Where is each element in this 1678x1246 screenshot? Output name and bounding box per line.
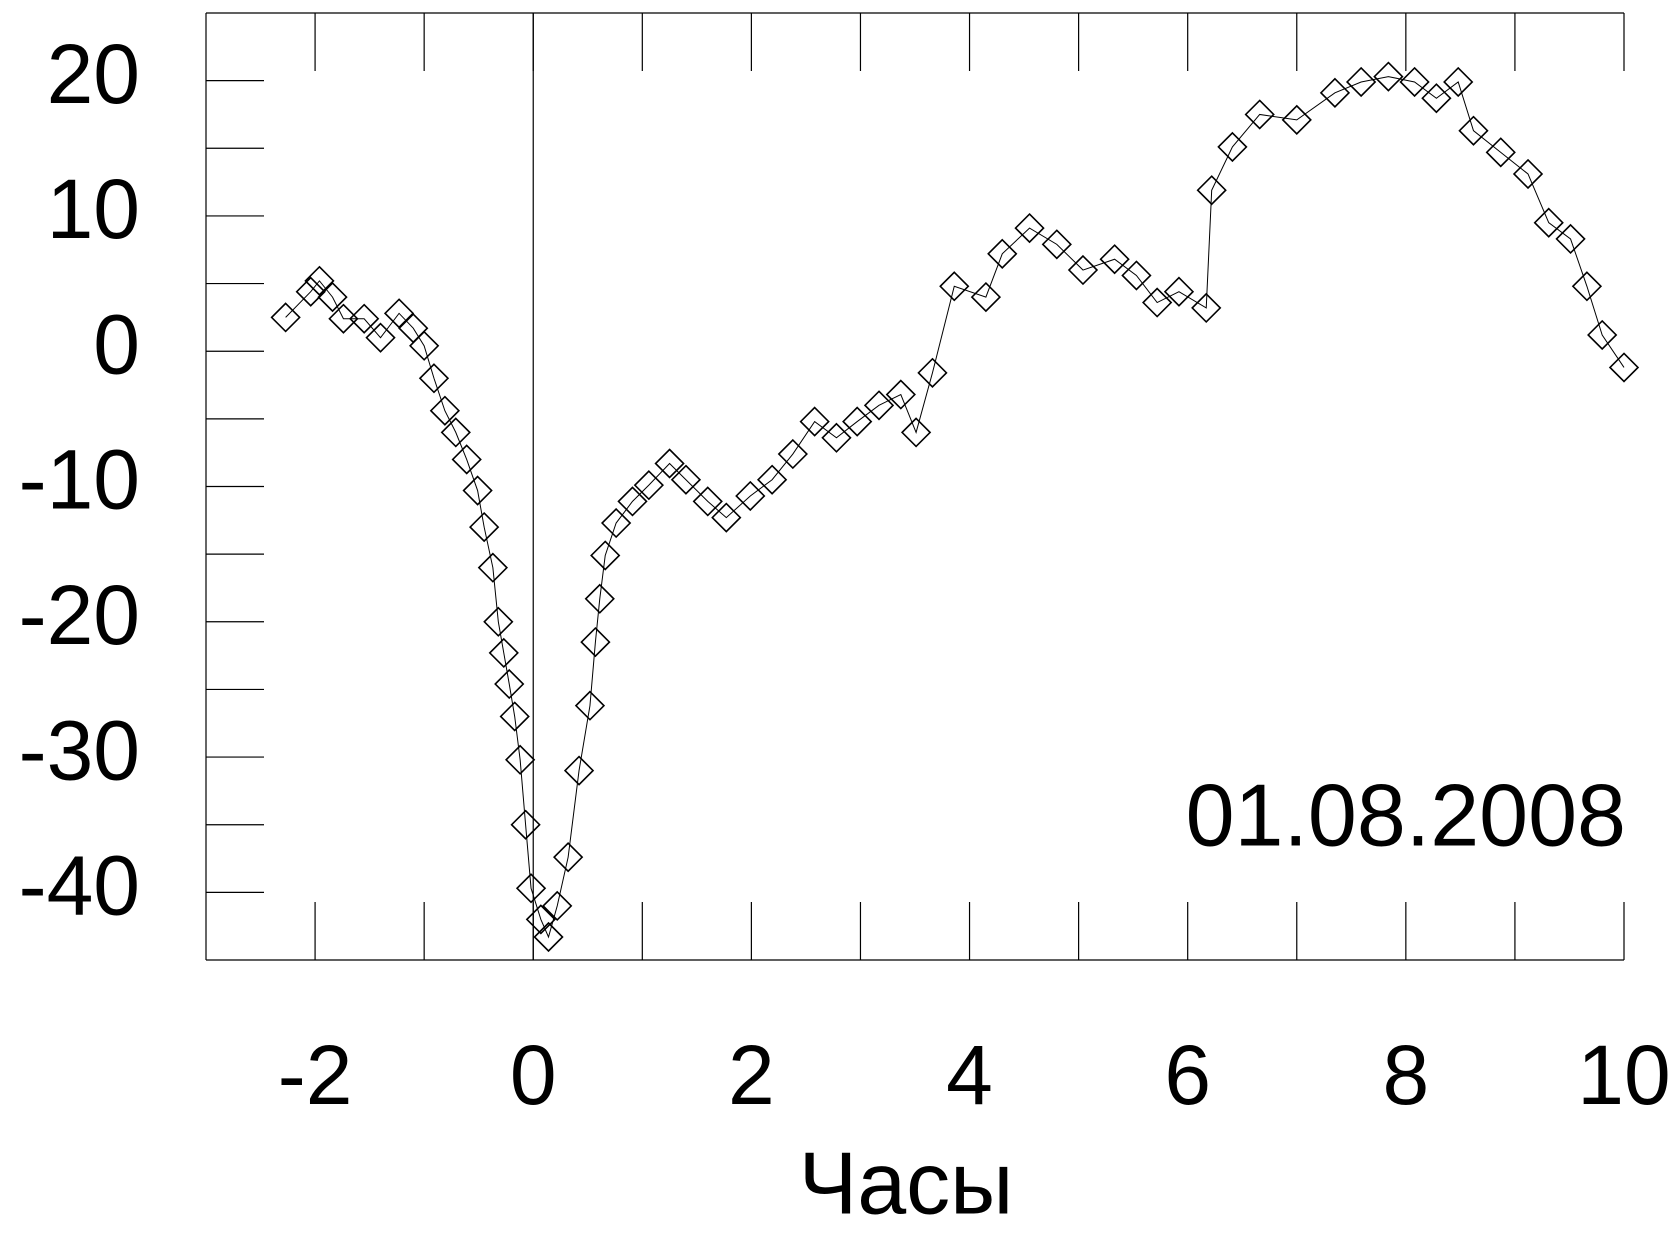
marker (451, 444, 482, 475)
marker (900, 417, 932, 448)
marker (1443, 66, 1474, 98)
marker (1533, 207, 1564, 238)
marker (440, 417, 471, 448)
marker (1014, 212, 1045, 244)
marker (1191, 292, 1222, 324)
y-tick-label: -30 (19, 703, 140, 797)
marker (328, 303, 359, 334)
marker (477, 552, 509, 583)
marker (1458, 115, 1489, 146)
x-tick-label: 8 (1382, 1028, 1429, 1122)
marker (600, 507, 632, 539)
x-tick-label: 4 (946, 1028, 993, 1122)
x-tick-label: 0 (510, 1028, 557, 1122)
marker (917, 357, 948, 388)
marker (429, 395, 461, 426)
marker (317, 281, 348, 313)
y-tick-label: -20 (19, 568, 140, 662)
marker (494, 668, 525, 700)
marker (885, 379, 916, 410)
marker (418, 363, 450, 394)
marker (580, 626, 611, 658)
y-tick-label: 0 (93, 297, 140, 391)
marker (1121, 260, 1152, 291)
marker (821, 422, 852, 453)
marker (270, 302, 301, 333)
marker (525, 904, 556, 935)
marker (1485, 137, 1516, 168)
marker (692, 486, 723, 517)
marker (987, 238, 1018, 269)
marker (574, 690, 606, 721)
marker (777, 438, 808, 470)
marker (483, 606, 514, 637)
marker (462, 475, 493, 506)
marker (488, 637, 519, 669)
marker (590, 540, 621, 571)
marker (1399, 66, 1430, 98)
marker (533, 921, 564, 953)
marker (1196, 175, 1227, 206)
series-line (285, 76, 1625, 939)
marker (1608, 352, 1640, 383)
marker (799, 406, 830, 437)
marker (515, 873, 547, 904)
marker (1163, 276, 1195, 307)
marker (1512, 158, 1544, 190)
marker (295, 276, 326, 307)
x-tick-label: -2 (278, 1028, 353, 1122)
y-tick-label: -40 (19, 839, 140, 933)
marker (970, 281, 1002, 313)
marker (842, 406, 873, 437)
y-tick-label: -10 (19, 433, 140, 527)
marker (735, 480, 766, 512)
marker (939, 271, 970, 302)
marker (617, 486, 648, 517)
x-tick-label: 2 (728, 1028, 775, 1122)
marker (1142, 287, 1173, 318)
marker (304, 265, 335, 296)
marker (1571, 271, 1603, 302)
marker (584, 583, 615, 614)
marker (1244, 99, 1275, 130)
marker (670, 464, 702, 495)
annotation: 01.08.2008 (1186, 765, 1626, 864)
marker (1099, 244, 1130, 275)
marker (505, 744, 536, 775)
marker (1319, 77, 1351, 108)
marker (365, 322, 396, 353)
marker (1067, 254, 1099, 286)
marker (563, 755, 595, 786)
marker (409, 330, 440, 361)
marker (553, 842, 584, 873)
marker (349, 303, 380, 334)
marker (499, 701, 530, 732)
x-tick-label: 10 (1577, 1028, 1670, 1122)
y-tick-label: 10 (47, 162, 140, 256)
y-tick-label: 20 (47, 27, 140, 121)
marker (469, 511, 500, 543)
marker (654, 448, 685, 479)
marker (510, 809, 541, 840)
marker (863, 390, 895, 421)
marker (1555, 223, 1586, 255)
marker (1041, 229, 1072, 260)
marker (1281, 104, 1312, 136)
marker (1421, 83, 1452, 114)
marker (542, 890, 573, 922)
marker (756, 464, 788, 495)
marker (1587, 319, 1618, 351)
marker (1217, 131, 1248, 163)
x-tick-label: 6 (1164, 1028, 1211, 1122)
marker (633, 470, 664, 501)
x-axis-label: Часы (799, 1133, 1014, 1232)
marker (1345, 66, 1377, 98)
marker (711, 502, 742, 533)
marker (1373, 61, 1404, 92)
